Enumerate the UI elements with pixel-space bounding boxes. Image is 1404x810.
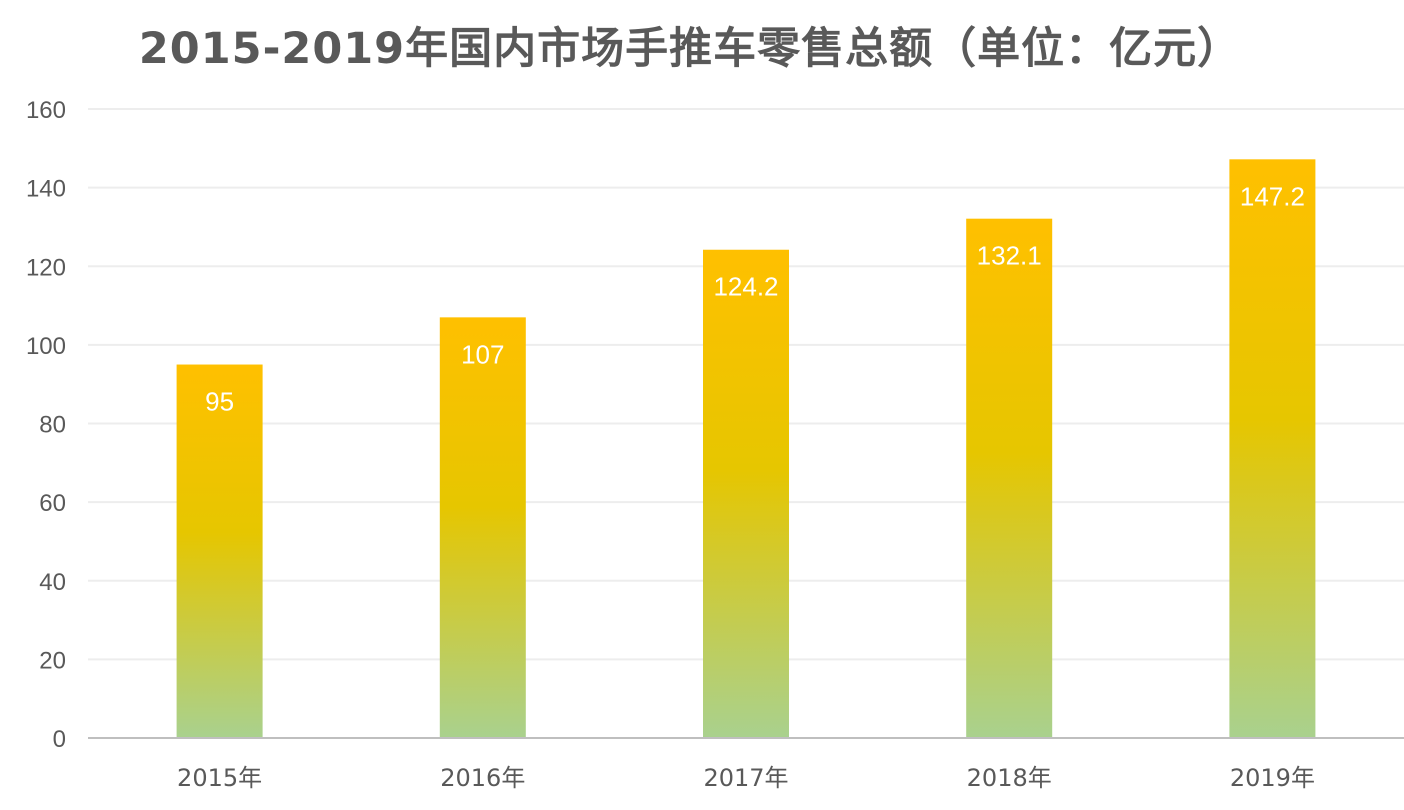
bar xyxy=(966,218,1053,738)
y-tick-label: 100 xyxy=(26,333,66,360)
chart-title: 2015-2019年国内市场手推车零售总额（单位：亿元） xyxy=(138,24,1242,74)
bar xyxy=(176,364,263,738)
y-tick-label: 0 xyxy=(53,726,66,753)
bar xyxy=(439,317,526,738)
data-label: 124.2 xyxy=(713,272,778,302)
data-label: 107 xyxy=(461,339,504,369)
y-axis-ticks: 0 20 40 60 80 100 120 140 160 xyxy=(26,97,66,753)
data-labels: 95 107 124.2 132.1 147.2 xyxy=(205,181,1305,416)
y-tick-label: 140 xyxy=(26,176,66,203)
bars xyxy=(176,159,1316,738)
x-category-label: 2015年 xyxy=(177,764,262,792)
y-tick-label: 80 xyxy=(39,412,66,439)
x-category-label: 2019年 xyxy=(1230,764,1315,792)
y-tick-label: 60 xyxy=(39,490,66,517)
y-tick-label: 160 xyxy=(26,97,66,124)
x-category-label: 2016年 xyxy=(440,764,525,792)
data-label: 132.1 xyxy=(977,241,1042,271)
bar xyxy=(1229,159,1316,738)
data-label: 147.2 xyxy=(1240,181,1305,211)
data-label: 95 xyxy=(205,387,234,417)
y-tick-label: 20 xyxy=(39,647,66,674)
y-tick-label: 120 xyxy=(26,254,66,281)
x-category-label: 2018年 xyxy=(967,764,1052,792)
y-tick-label: 40 xyxy=(39,569,66,596)
x-category-label: 2017年 xyxy=(703,764,788,792)
x-axis-categories: 2015年 2016年 2017年 2018年 2019年 xyxy=(177,764,1315,792)
bar xyxy=(703,249,789,738)
